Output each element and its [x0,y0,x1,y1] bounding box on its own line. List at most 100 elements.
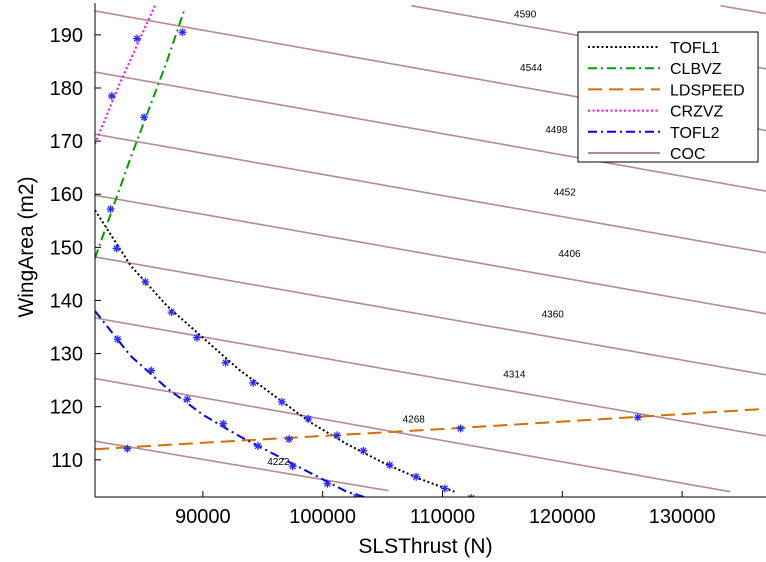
marker-stroke [254,442,262,450]
series-line-ldspeed [95,407,766,451]
coc-contour-label: 4268 [403,415,426,426]
coc-contour-line [95,440,389,492]
y-tick-label: 130 [50,344,83,366]
marker-stroke [386,461,394,469]
data-marker [167,308,176,317]
marker-stroke [457,425,464,432]
marker-stroke [305,415,312,423]
marker-stroke [333,432,341,439]
marker-stroke [142,278,149,286]
x-axis-label: SLSThrust (N) [358,535,492,558]
legend-entry-tofl2: TOFL2 [670,125,720,142]
marker-stroke [471,494,475,497]
y-tick-label: 110 [51,450,83,472]
marker-stroke [289,462,296,470]
legend-entry-tofl1: TOFL1 [670,40,720,57]
data-marker [467,494,475,497]
plot-area [95,4,766,497]
series-line-crzvz [95,5,156,145]
marker-stroke [634,414,642,421]
data-marker [323,479,332,488]
data-marker [333,431,342,440]
y-tick-label: 160 [50,184,83,206]
coc-contour-label: 4222 [267,457,290,468]
x-tick-label: 130000 [649,506,716,528]
data-marker [288,462,297,471]
legend-entry-ldspeed: LDSPEED [670,82,745,99]
coc-contour-line [720,4,766,15]
marker-stroke [352,493,358,497]
data-marker [440,484,449,493]
marker-stroke [113,245,120,252]
y-tick-label: 150 [50,237,83,259]
coc-contour-label: 4360 [542,309,565,320]
data-marker [178,28,187,37]
x-tick-label: 120000 [529,506,596,528]
data-marker [183,395,192,404]
data-marker [107,91,116,100]
data-marker [285,435,294,444]
legend-entry-crzvz: CRZVZ [670,104,724,121]
legend: TOFL1 CLBVZ LDSPEED CRZVZ TOFL2 COC [577,31,759,163]
data-marker [277,397,286,406]
legend-box [577,31,759,163]
data-marker [412,472,421,481]
coc-contour-label: 4498 [545,125,568,136]
data-marker [106,205,115,214]
data-marker [141,277,150,286]
data-marker [192,333,201,342]
marker-stroke [219,420,227,427]
marker-stroke [355,493,360,497]
marker-stroke [107,205,114,213]
data-marker [352,493,361,497]
data-marker [359,446,368,455]
data-marker [249,378,258,387]
coc-contour-label: 4544 [520,63,543,74]
marker-stroke [108,92,116,100]
marker-stroke [114,335,122,343]
marker-stroke [124,445,131,452]
y-tick-label: 180 [50,78,83,100]
data-marker [112,244,121,253]
data-marker [140,113,149,122]
marker-stroke [148,367,155,374]
legend-entry-clbvz: CLBVZ [670,61,722,78]
marker-stroke [441,485,449,492]
y-axis-label: WingArea (m2) [15,176,38,317]
legend-entry-coc: COC [670,146,706,163]
data-marker [633,413,642,422]
y-tick-label: 170 [50,131,83,153]
y-tick-label: 190 [50,25,83,47]
data-marker [147,366,156,375]
data-marker [456,424,465,433]
data-marker [253,442,262,451]
marker-stroke [249,379,257,387]
marker-stroke [222,359,229,366]
marker-stroke [140,113,148,121]
marker-stroke [360,447,367,455]
coc-contour-line [95,194,766,315]
marker-stroke [467,494,472,497]
marker-stroke [168,308,175,316]
x-tick-label: 100000 [289,506,356,528]
coc-contour-line [95,377,731,493]
data-marker [385,461,394,470]
coc-contour-line [95,71,766,192]
coc-contour-line [95,133,766,254]
x-tick-label: 90000 [175,506,231,528]
marker-stroke [324,480,331,487]
series-line-tofl2 [95,310,365,497]
data-marker [304,414,313,423]
data-marker [113,335,122,344]
series-line-clbvz [95,7,186,259]
data-marker [219,419,228,428]
coc-contour-line [95,256,766,376]
data-marker [123,444,132,453]
data-marker [132,34,141,43]
marker-stroke [179,28,186,36]
x-tick-label: 110000 [410,506,475,528]
y-tick-label: 140 [50,290,83,312]
coc-contour-line [95,317,766,437]
marker-stroke [285,435,293,443]
